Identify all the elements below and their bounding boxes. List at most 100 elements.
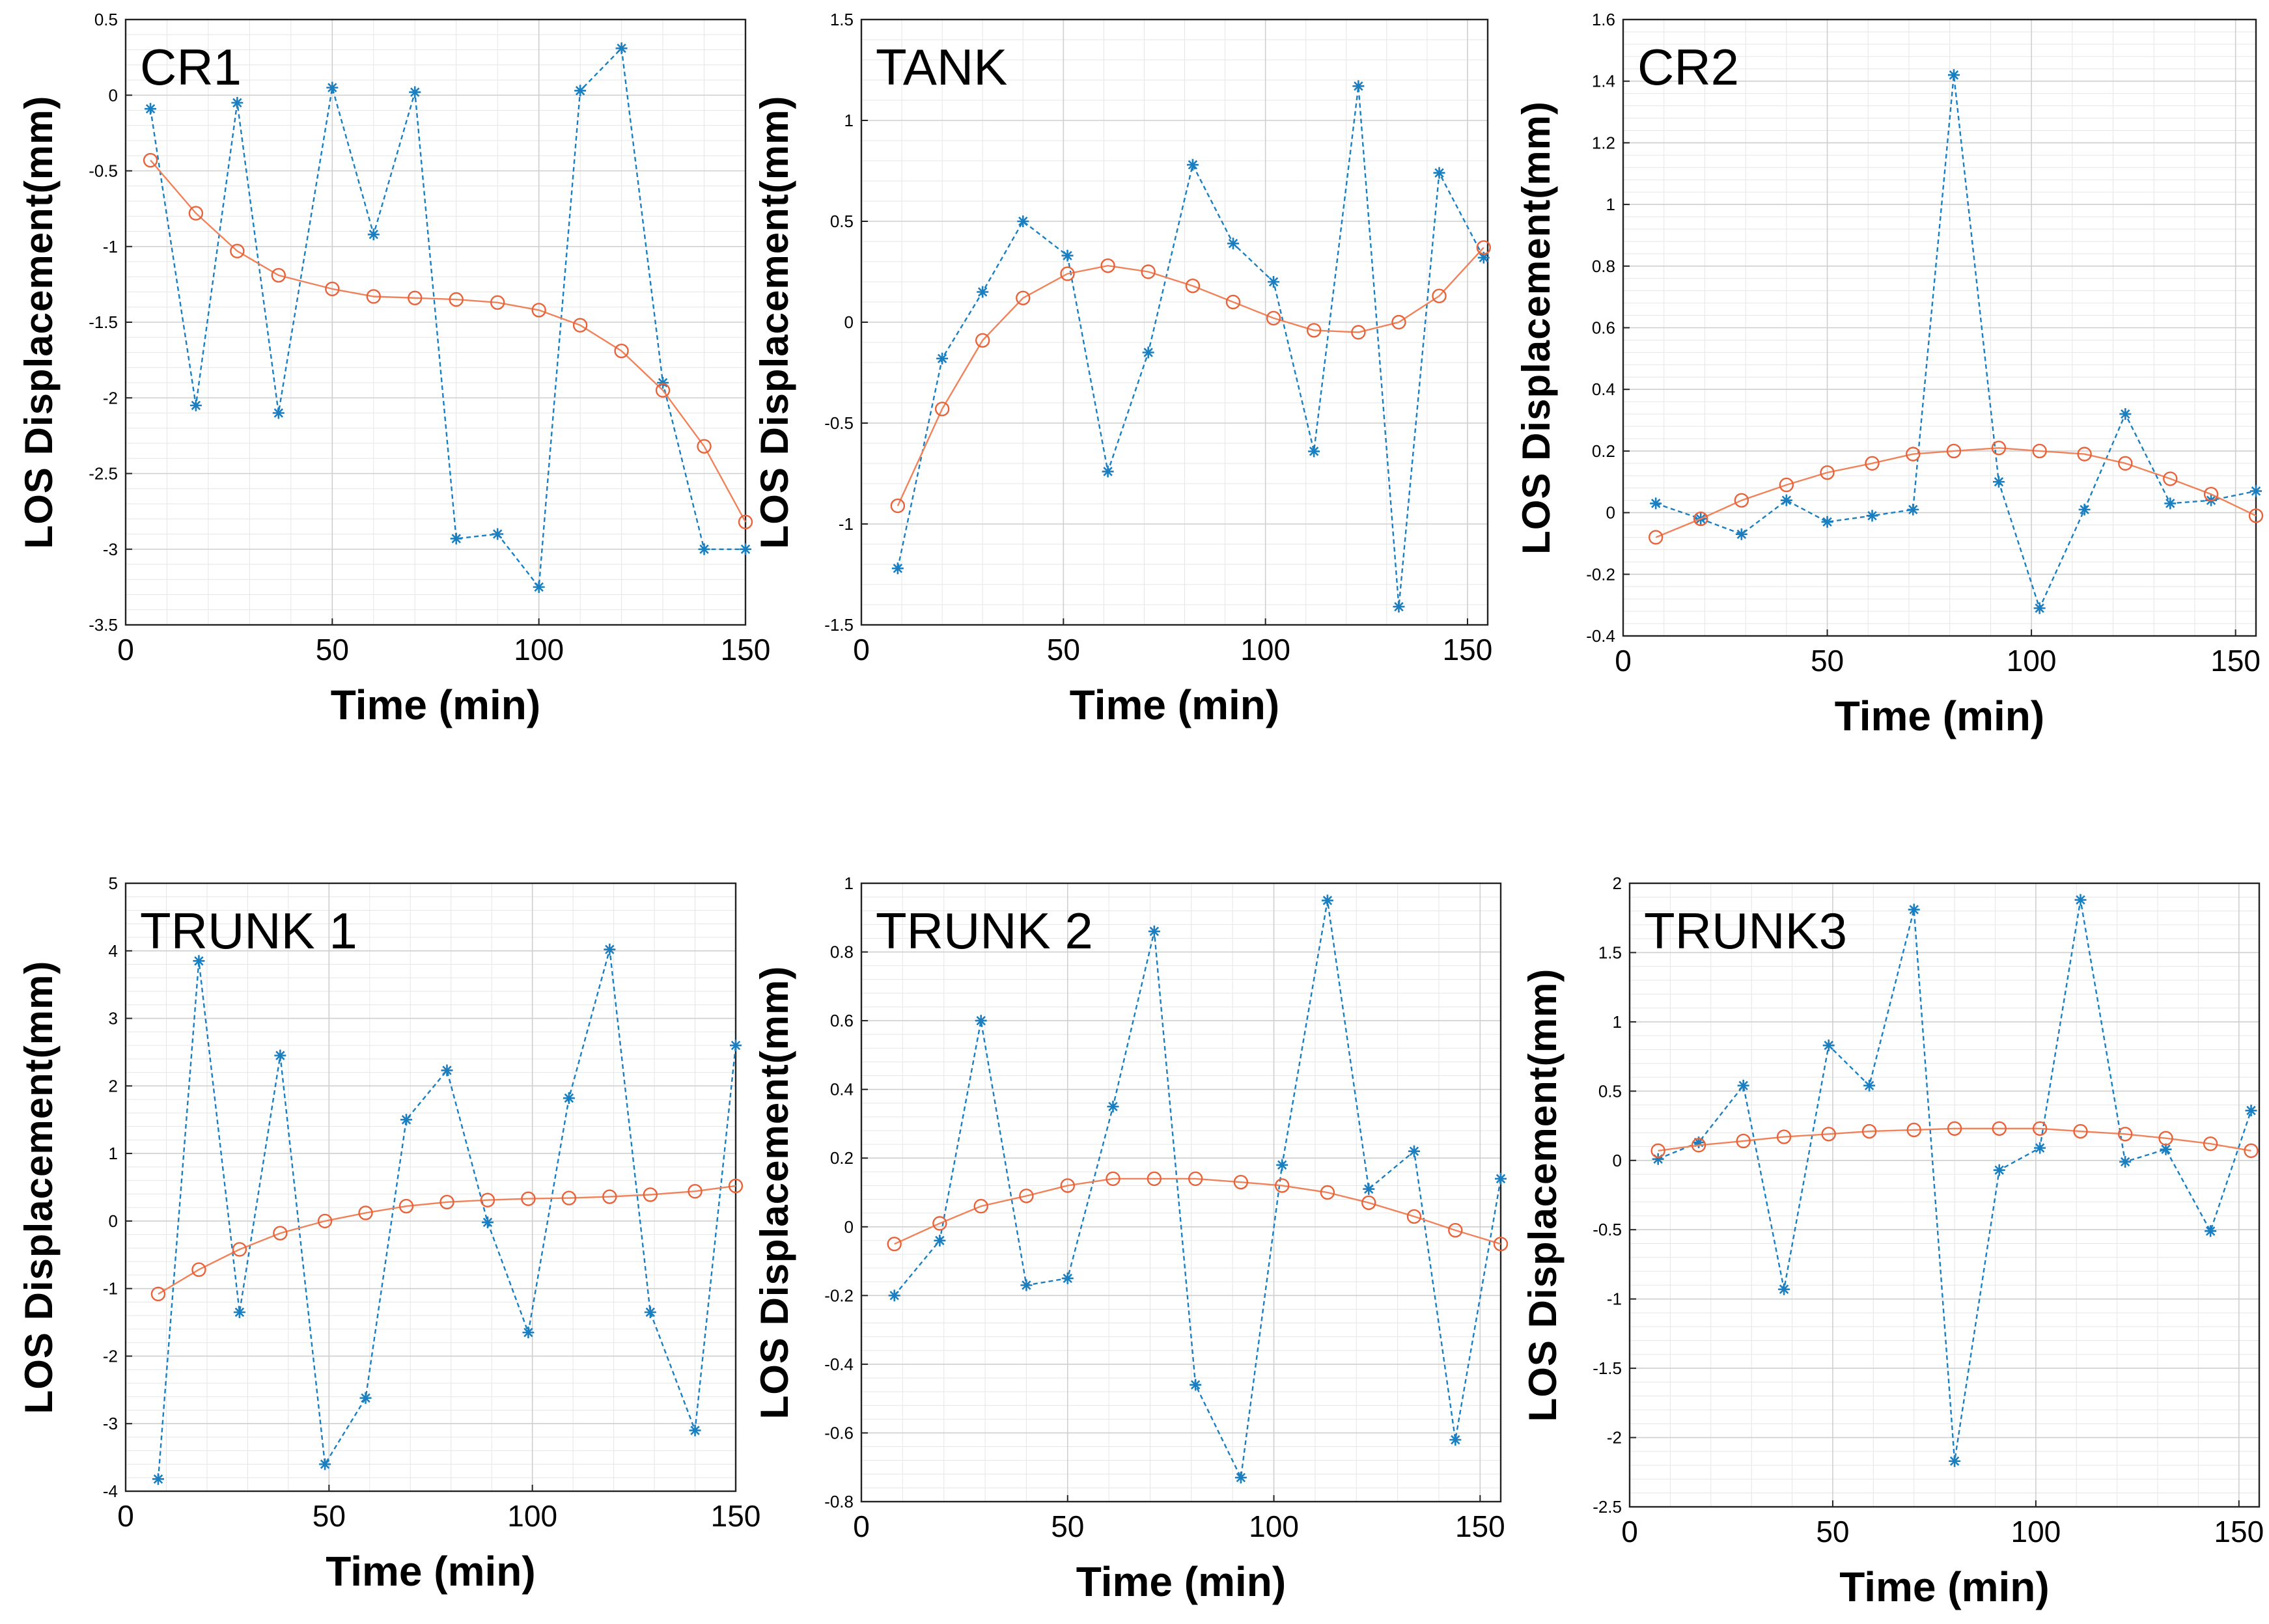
observed-point bbox=[1863, 1079, 1876, 1092]
fitted-point bbox=[1391, 314, 1406, 330]
observed-point bbox=[1234, 1472, 1247, 1484]
observed-point bbox=[450, 532, 462, 545]
x-tick-label: 150 bbox=[711, 1499, 761, 1533]
observed-point-stroke bbox=[1738, 1080, 1748, 1091]
fitted-point bbox=[1448, 1222, 1463, 1238]
x-tick-label: 50 bbox=[316, 633, 349, 667]
y-tick-label: 0.2 bbox=[1592, 441, 1615, 461]
x-axis-label: Time (min) bbox=[1076, 1558, 1286, 1605]
fitted-point bbox=[1865, 456, 1880, 471]
observed-point bbox=[1020, 1279, 1033, 1291]
observed-point-stroke bbox=[1650, 499, 1661, 508]
observed-point-stroke bbox=[275, 1051, 285, 1060]
observed-point-stroke bbox=[492, 529, 503, 539]
observed-point-stroke bbox=[369, 229, 379, 240]
observed-point bbox=[522, 1327, 535, 1339]
observed-point-stroke bbox=[2120, 1157, 2130, 1167]
fitted-point bbox=[1947, 1121, 1962, 1136]
x-tick-label: 100 bbox=[2007, 644, 2057, 678]
observed-point-stroke bbox=[1409, 1146, 1419, 1156]
observed-point bbox=[891, 562, 904, 575]
y-tick-label: -3.5 bbox=[89, 615, 118, 635]
x-tick-label: 50 bbox=[1051, 1509, 1084, 1543]
observed-point bbox=[274, 1049, 286, 1062]
observed-point bbox=[1650, 497, 1662, 510]
observed-point-stroke bbox=[1354, 81, 1363, 91]
fitted-point bbox=[2077, 447, 2092, 461]
fitted-point bbox=[2163, 471, 2178, 486]
observed-point-stroke bbox=[273, 408, 284, 418]
observed-point-stroke bbox=[1949, 1456, 1960, 1466]
observed-point bbox=[1227, 238, 1239, 250]
y-tick-label: -0.5 bbox=[89, 161, 118, 181]
observed-point-stroke bbox=[410, 87, 420, 97]
x-tick-label: 50 bbox=[313, 1499, 346, 1533]
y-tick-label: 0.5 bbox=[830, 212, 854, 231]
y-tick-label: 0.4 bbox=[830, 1080, 854, 1099]
observed-point-stroke bbox=[401, 1115, 411, 1125]
fitted-point bbox=[1906, 447, 1921, 461]
fitted-point bbox=[1820, 465, 1835, 480]
fitted-point bbox=[975, 333, 990, 348]
observed-point bbox=[441, 1064, 453, 1077]
fitted-point bbox=[614, 343, 629, 359]
y-tick-label: 0 bbox=[844, 1217, 854, 1237]
fitted-point bbox=[273, 1226, 288, 1241]
observed-point bbox=[1190, 1379, 1202, 1391]
fitted-point bbox=[271, 268, 286, 283]
fitted-point bbox=[1106, 1171, 1121, 1187]
fitted-point bbox=[1147, 1171, 1162, 1187]
observed-series-line bbox=[1655, 75, 2257, 611]
axes-frame bbox=[860, 882, 1502, 1503]
observed-point-stroke bbox=[645, 1307, 656, 1317]
fitted-point bbox=[602, 1189, 617, 1204]
observed-point-stroke bbox=[1364, 1184, 1374, 1194]
fitted-point bbox=[561, 1190, 577, 1205]
observed-point-stroke bbox=[1779, 1284, 1789, 1294]
y-tick-label: -1 bbox=[103, 1279, 118, 1299]
fitted-point bbox=[1275, 1178, 1290, 1193]
fitted-point bbox=[490, 295, 505, 310]
observed-point-stroke bbox=[194, 956, 204, 966]
y-tick-label: -2 bbox=[103, 1346, 118, 1366]
y-tick-label: 0.5 bbox=[1598, 1081, 1622, 1101]
observed-point-stroke bbox=[451, 534, 461, 544]
fitted-point bbox=[366, 289, 381, 304]
y-tick-label: 0.6 bbox=[1592, 318, 1615, 338]
observed-point-stroke bbox=[976, 1015, 986, 1026]
x-tick-label: 50 bbox=[1811, 644, 1844, 678]
y-tick-label: -1.5 bbox=[89, 312, 118, 332]
fitted-point bbox=[2158, 1131, 2173, 1146]
y-axis-label: LOS Displacement(mm) bbox=[1514, 101, 1558, 555]
fitted-point bbox=[1476, 240, 1491, 255]
fitted-point bbox=[890, 498, 906, 514]
x-tick-label: 0 bbox=[853, 633, 870, 667]
x-tick-label: 0 bbox=[1621, 1515, 1638, 1548]
observed-point bbox=[1186, 159, 1199, 171]
y-tick-label: 1 bbox=[844, 874, 854, 893]
fitted-point bbox=[398, 1198, 414, 1214]
y-tick-label: 1.6 bbox=[1592, 10, 1615, 29]
y-tick-label: -3 bbox=[103, 1414, 118, 1433]
fitted-point bbox=[150, 1286, 166, 1302]
y-axis-label: LOS Displacement(mm) bbox=[17, 961, 61, 1414]
fitted-point bbox=[1406, 1209, 1422, 1224]
observed-point-stroke bbox=[1149, 926, 1160, 937]
observed-point bbox=[615, 42, 628, 55]
y-axis-label: LOS Displacement(mm) bbox=[753, 966, 796, 1420]
observed-point bbox=[367, 228, 380, 241]
observed-point-stroke bbox=[1451, 1435, 1460, 1445]
observed-point bbox=[936, 352, 949, 365]
x-tick-label: 0 bbox=[853, 1509, 870, 1543]
observed-point bbox=[2164, 497, 2177, 510]
observed-point bbox=[977, 286, 989, 298]
observed-point-stroke bbox=[1228, 238, 1238, 249]
y-tick-label: -0.2 bbox=[1586, 564, 1615, 584]
observed-point bbox=[1866, 510, 1878, 522]
y-tick-label: 1 bbox=[844, 111, 854, 130]
y-tick-label: 2 bbox=[109, 1076, 118, 1095]
fitted-point bbox=[230, 243, 245, 258]
observed-point bbox=[888, 1289, 900, 1302]
fitted-point bbox=[2244, 1143, 2259, 1159]
